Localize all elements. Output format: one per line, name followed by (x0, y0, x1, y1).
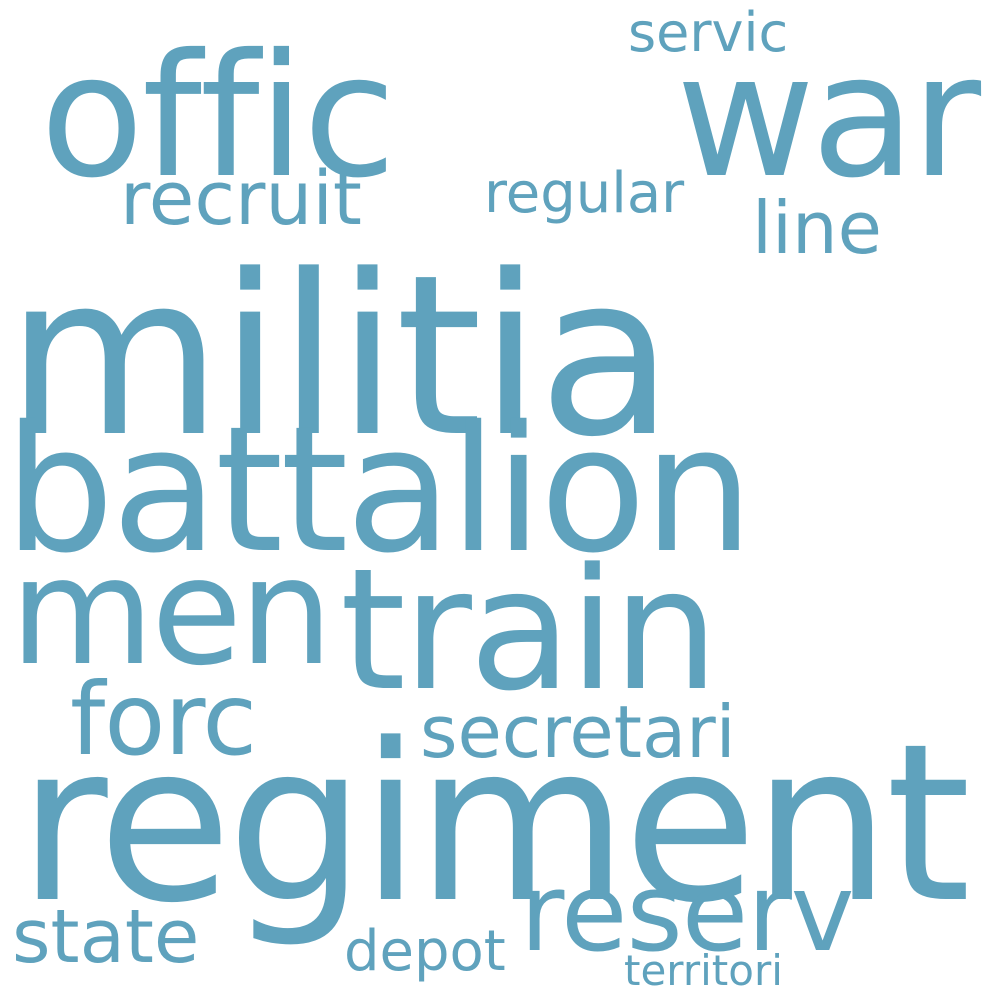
word-militia: militia (6, 228, 674, 486)
word-recruit: recruit (120, 156, 362, 242)
word-regular: regular (484, 161, 685, 226)
word-offic: offic (40, 18, 396, 216)
word-men: men (10, 526, 333, 698)
word-depot: depot (344, 919, 506, 984)
word-regiment: regiment (18, 698, 971, 951)
word-train: train (340, 532, 719, 728)
word-secretari: secretari (420, 690, 736, 774)
word-line: line (752, 186, 882, 270)
word-reserv: reserv (520, 851, 855, 976)
word-state: state (12, 894, 200, 980)
word-battalion: battalion (4, 389, 754, 592)
word-forc: forc (70, 661, 257, 778)
word-war: war (676, 18, 981, 216)
word-territori: territori (624, 946, 783, 995)
word-servic: servic (628, 1, 789, 64)
